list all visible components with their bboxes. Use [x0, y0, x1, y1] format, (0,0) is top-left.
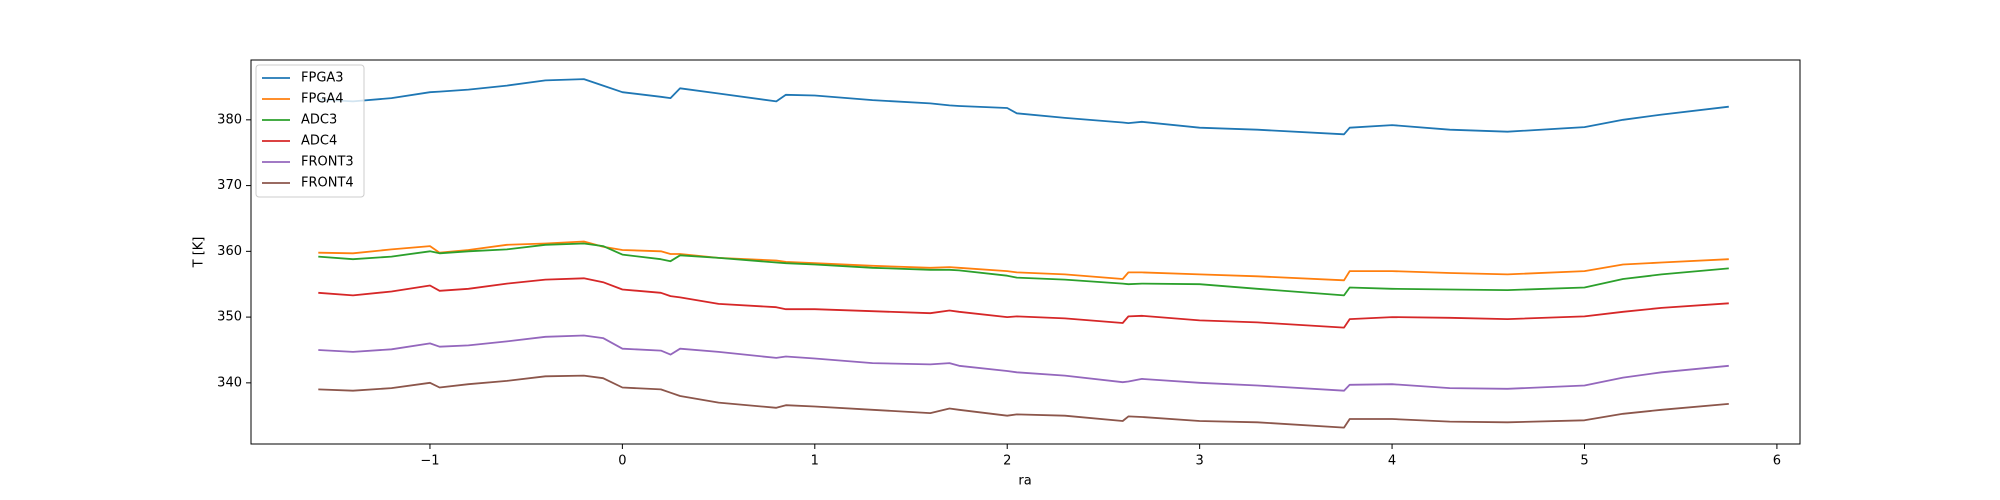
x-tick-label: 3 [1196, 454, 1204, 469]
plot-frame [250, 59, 1801, 445]
data-line [318, 374, 1729, 429]
data-line [318, 334, 1729, 392]
data-line [318, 277, 1729, 329]
data-line [318, 240, 1729, 282]
x-tick-label: −1 [420, 454, 439, 469]
x-tick-label: 6 [1773, 454, 1781, 469]
y-tick-label: 360 [217, 244, 242, 259]
legend-label: FPGA4 [301, 92, 344, 107]
x-tick-label: 1 [811, 454, 819, 469]
x-tick-label: 2 [1003, 454, 1011, 469]
y-tick-label: 350 [217, 310, 242, 325]
data-line [318, 242, 1729, 297]
x-axis-label: ra [1018, 474, 1031, 489]
y-axis-label: T [K] [192, 237, 207, 269]
legend-label: ADC4 [301, 134, 337, 149]
x-tick-label: 4 [1388, 454, 1396, 469]
y-tick-label: 370 [217, 178, 242, 193]
x-tick-label: 5 [1580, 454, 1588, 469]
x-tick-label: 0 [618, 454, 626, 469]
y-tick-label: 380 [217, 112, 242, 127]
legend-box [255, 64, 365, 198]
legend-label: FPGA3 [301, 71, 344, 86]
legend-label: ADC3 [301, 113, 337, 128]
legend-label: FRONT4 [301, 176, 354, 191]
data-line [318, 78, 1729, 136]
legend-label: FRONT3 [301, 155, 354, 170]
y-tick-label: 340 [217, 375, 242, 390]
